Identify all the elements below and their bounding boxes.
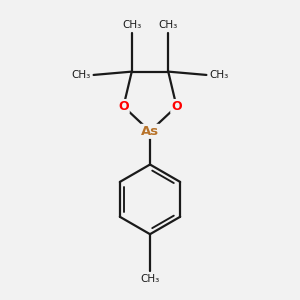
Text: CH₃: CH₃ <box>210 70 229 80</box>
Text: O: O <box>118 100 129 113</box>
Text: As: As <box>141 125 159 138</box>
Text: CH₃: CH₃ <box>159 20 178 30</box>
Text: CH₃: CH₃ <box>122 20 141 30</box>
Text: CH₃: CH₃ <box>71 70 90 80</box>
Text: O: O <box>171 100 182 113</box>
Text: CH₃: CH₃ <box>140 274 160 284</box>
